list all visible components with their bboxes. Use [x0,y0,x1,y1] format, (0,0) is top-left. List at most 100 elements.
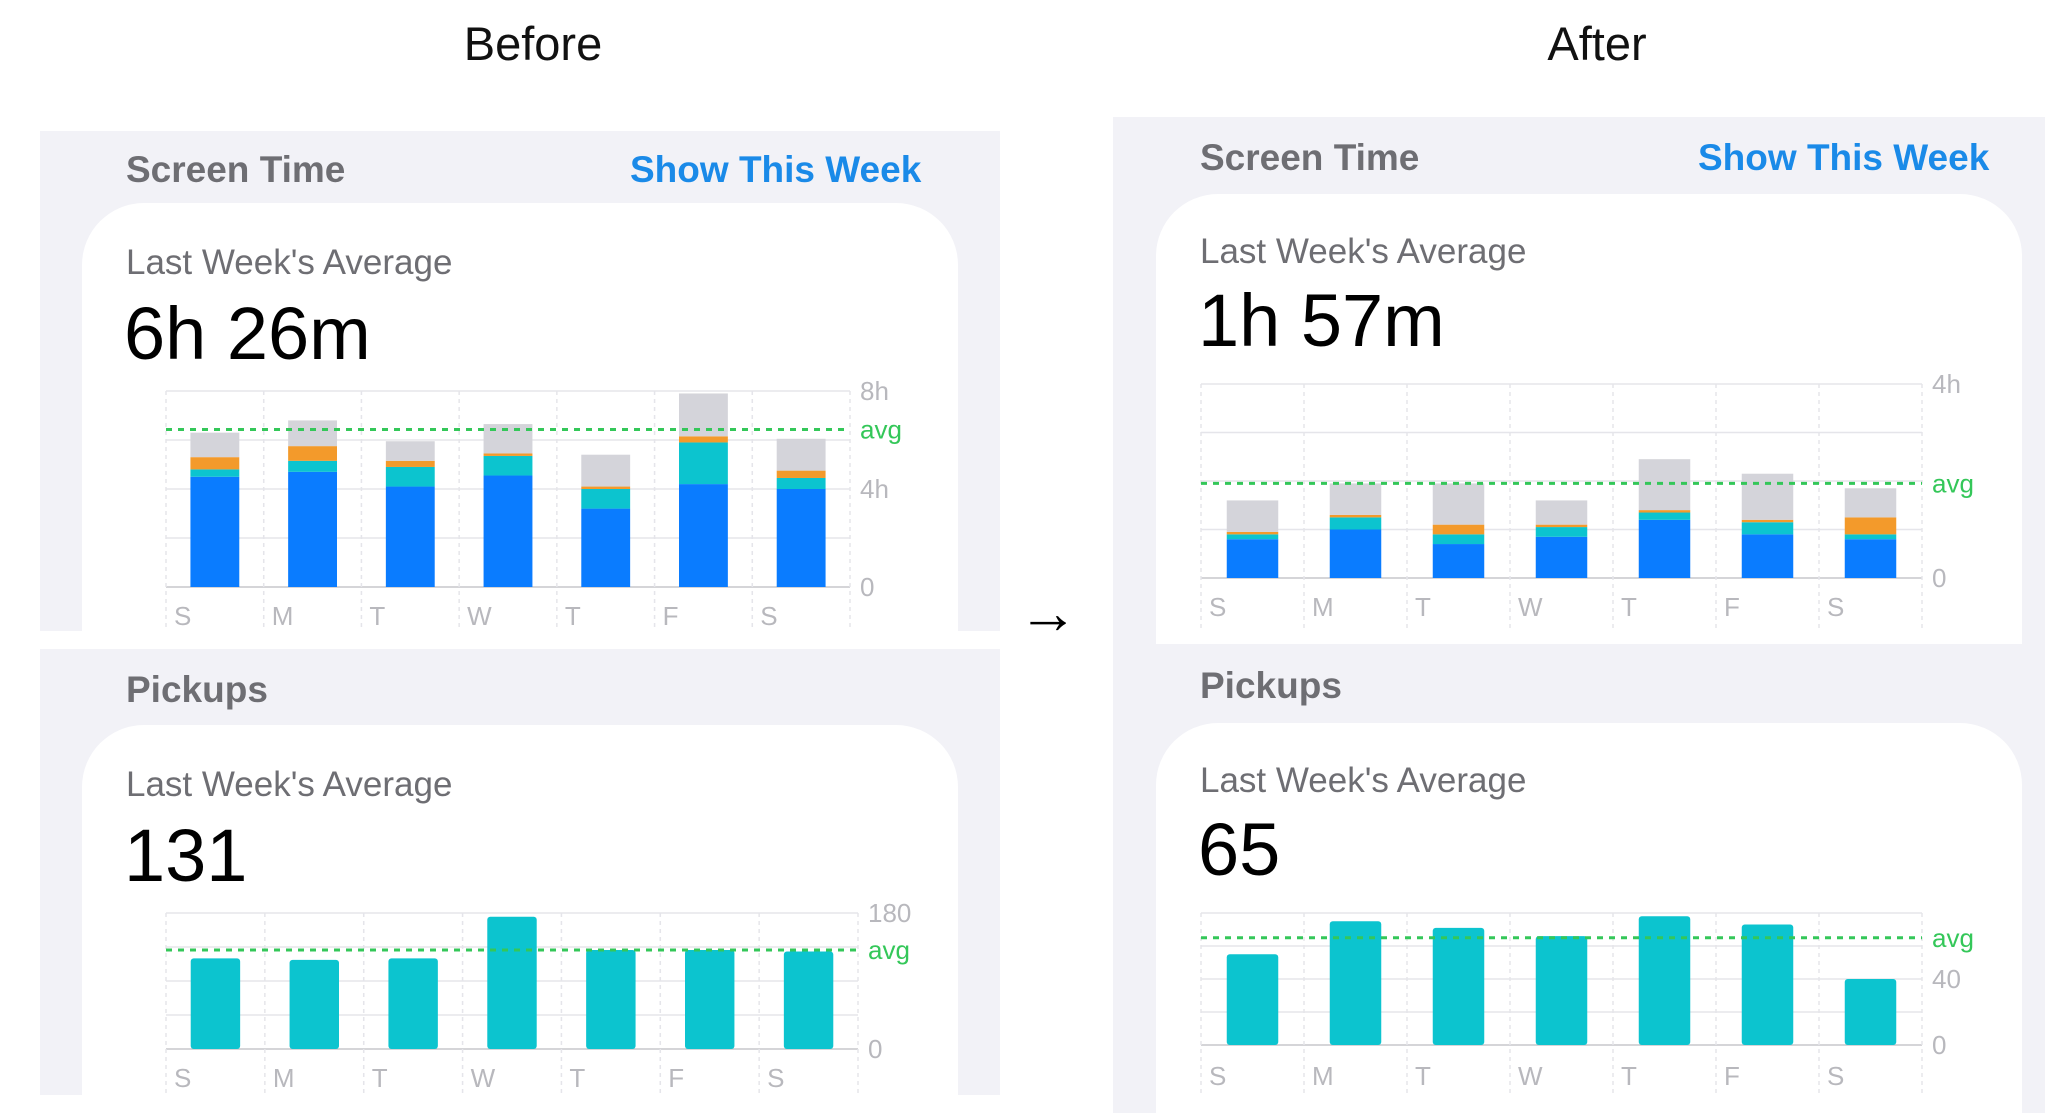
last-week-average-label: Last Week's Average [1200,232,1527,271]
bar-segment-teal [1535,527,1588,537]
bar-segment-blue [1329,529,1382,578]
bar-segment-orange [385,460,435,467]
y-tick-label: 0 [868,1034,882,1064]
day-label: T [1415,592,1431,622]
y-tick-label: 8h [860,376,889,406]
bar-segment-blue [1638,519,1691,578]
after-heading: After [1547,17,1647,70]
y-tick-label: 0 [1932,563,1946,593]
bar-segment-gray [1329,483,1382,515]
show-this-week-link[interactable]: Show This Week [630,149,922,190]
bar-segment-gray [1741,473,1794,520]
bar [1432,927,1485,1045]
after-pickups-chart: S M T W T F S 40 0 avg [1200,912,1974,1097]
bar-segment-gray [776,438,826,471]
day-label: W [467,601,492,631]
bar [586,950,636,1049]
bar-segment-teal [679,442,728,485]
before-screen-time-card: Last Week's Average 6h 26m S M T W T F S 8h 4h 0 a… [82,203,958,631]
day-label: F [668,1063,684,1093]
day-label: S [1209,592,1226,622]
bar-segment-gray [1535,500,1588,525]
bar-segment-orange [776,470,826,478]
bar-segment-teal [288,460,337,472]
average-label: avg [860,414,902,444]
bar-segment-orange [1844,517,1897,535]
bar [289,959,339,1049]
bar [1844,979,1897,1045]
day-label: M [1312,1061,1334,1091]
bar-segment-teal [776,477,826,489]
bar-segment-blue [1741,534,1794,578]
average-label: avg [1932,468,1974,498]
day-label: T [569,1063,585,1093]
bar-segment-blue [190,476,240,587]
bar-segment-gray [190,432,240,458]
day-label: T [1415,1061,1431,1091]
bar-segment-orange [288,446,337,461]
before-screen-time-chart: S M T W T F S 8h 4h 0 avg [165,376,902,631]
bar-segment-blue [679,484,728,587]
y-tick-label: 180 [868,898,911,928]
day-label: S [1209,1061,1226,1091]
bar-segment-orange [1535,524,1588,528]
bar-segment-orange [190,457,240,470]
after-pickups-card: Last Week's Average 65 S M T W T F S 40 0 avg [1156,723,2022,1113]
pickups-title: Pickups [1200,665,1342,706]
bar-segment-orange [1329,514,1382,518]
bar [1638,916,1691,1045]
y-tick-label: 4h [860,474,889,504]
bar-segment-blue [483,475,533,587]
bar-segment-teal [1741,522,1794,535]
day-label: S [760,601,777,631]
bar-segment-gray [385,441,435,461]
bar-segment-gray [1432,483,1485,525]
day-label: S [174,1063,191,1093]
day-label: F [1724,592,1740,622]
y-tick-label: 0 [1932,1030,1946,1060]
after-pickups-panel: Pickups Last Week's Average 65 S M T W T F S 40… [1113,645,2045,1113]
after-screen-time-chart: S M T W T F S 4h 0 avg [1200,369,1974,628]
pickups-title: Pickups [126,669,268,710]
bar-segment-orange [483,453,533,456]
bar-segment-teal [581,489,631,509]
bar-segment-gray [288,420,337,447]
day-label: S [767,1063,784,1093]
bar-segment-teal [190,469,240,477]
bar-segment-blue [1535,536,1588,578]
last-week-average-label: Last Week's Average [126,243,453,282]
day-label: S [1827,1061,1844,1091]
day-label: T [369,601,385,631]
day-label: W [1518,592,1543,622]
bar-segment-blue [776,489,826,587]
bar [1226,954,1279,1045]
day-label: M [1312,592,1334,622]
bar [1329,921,1382,1045]
bar-segment-orange [679,436,728,443]
bar-segment-blue [581,508,631,587]
bar-segment-teal [1638,512,1691,520]
show-this-week-link[interactable]: Show This Week [1698,137,1990,178]
day-label: T [1621,1061,1637,1091]
bar-segment-gray [581,454,631,487]
arrow-right-icon: → [1018,579,1078,646]
bar [1535,936,1588,1045]
bar-segment-orange [1741,519,1794,523]
screen-time-title: Screen Time [1200,137,1420,178]
bar-segment-teal [1329,517,1382,530]
pickups-average-value: 131 [124,814,248,897]
last-week-average-label: Last Week's Average [1200,761,1527,800]
average-label: avg [868,935,910,965]
bar-segment-orange [1226,531,1279,535]
before-heading: Before [463,17,603,70]
bar-segment-blue [1844,539,1897,578]
bar-segment-blue [1432,544,1485,578]
bar-segment-orange [1432,524,1485,535]
pickups-average-value: 65 [1198,808,1281,891]
y-tick-label: 0 [860,572,874,602]
screen-time-average-value: 6h 26m [124,292,371,375]
day-label: T [372,1063,388,1093]
bar [783,951,834,1049]
screen-time-average-value: 1h 57m [1198,279,1445,362]
before-pickups-card: Last Week's Average 131 S M T W T F S 180 0 avg [82,725,958,1095]
